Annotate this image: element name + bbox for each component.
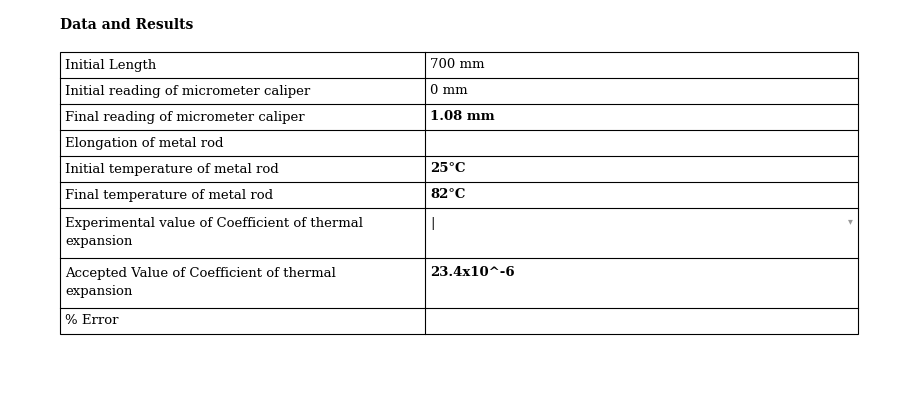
Text: Initial Length: Initial Length <box>65 58 157 71</box>
Text: 82°C: 82°C <box>430 189 466 202</box>
Text: ▾: ▾ <box>848 218 852 227</box>
Text: 1.08 mm: 1.08 mm <box>430 110 495 123</box>
Text: 23.4x10^-6: 23.4x10^-6 <box>430 266 515 279</box>
Bar <box>60 52 858 334</box>
Text: |: | <box>430 216 435 229</box>
Text: Elongation of metal rod: Elongation of metal rod <box>65 137 223 150</box>
Text: Initial temperature of metal rod: Initial temperature of metal rod <box>65 162 279 175</box>
Text: Final reading of micrometer caliper: Final reading of micrometer caliper <box>65 110 304 123</box>
Text: 0 mm: 0 mm <box>430 85 468 98</box>
Text: 25°C: 25°C <box>430 162 466 175</box>
Text: expansion: expansion <box>65 235 132 249</box>
Text: Final temperature of metal rod: Final temperature of metal rod <box>65 189 273 202</box>
Text: expansion: expansion <box>65 285 132 299</box>
Text: Initial reading of micrometer caliper: Initial reading of micrometer caliper <box>65 85 310 98</box>
Text: Accepted Value of Coefficient of thermal: Accepted Value of Coefficient of thermal <box>65 266 336 279</box>
Text: 700 mm: 700 mm <box>430 58 485 71</box>
Text: Data and Results: Data and Results <box>60 18 194 32</box>
Text: Experimental value of Coefficient of thermal: Experimental value of Coefficient of the… <box>65 216 363 229</box>
Text: % Error: % Error <box>65 314 119 328</box>
